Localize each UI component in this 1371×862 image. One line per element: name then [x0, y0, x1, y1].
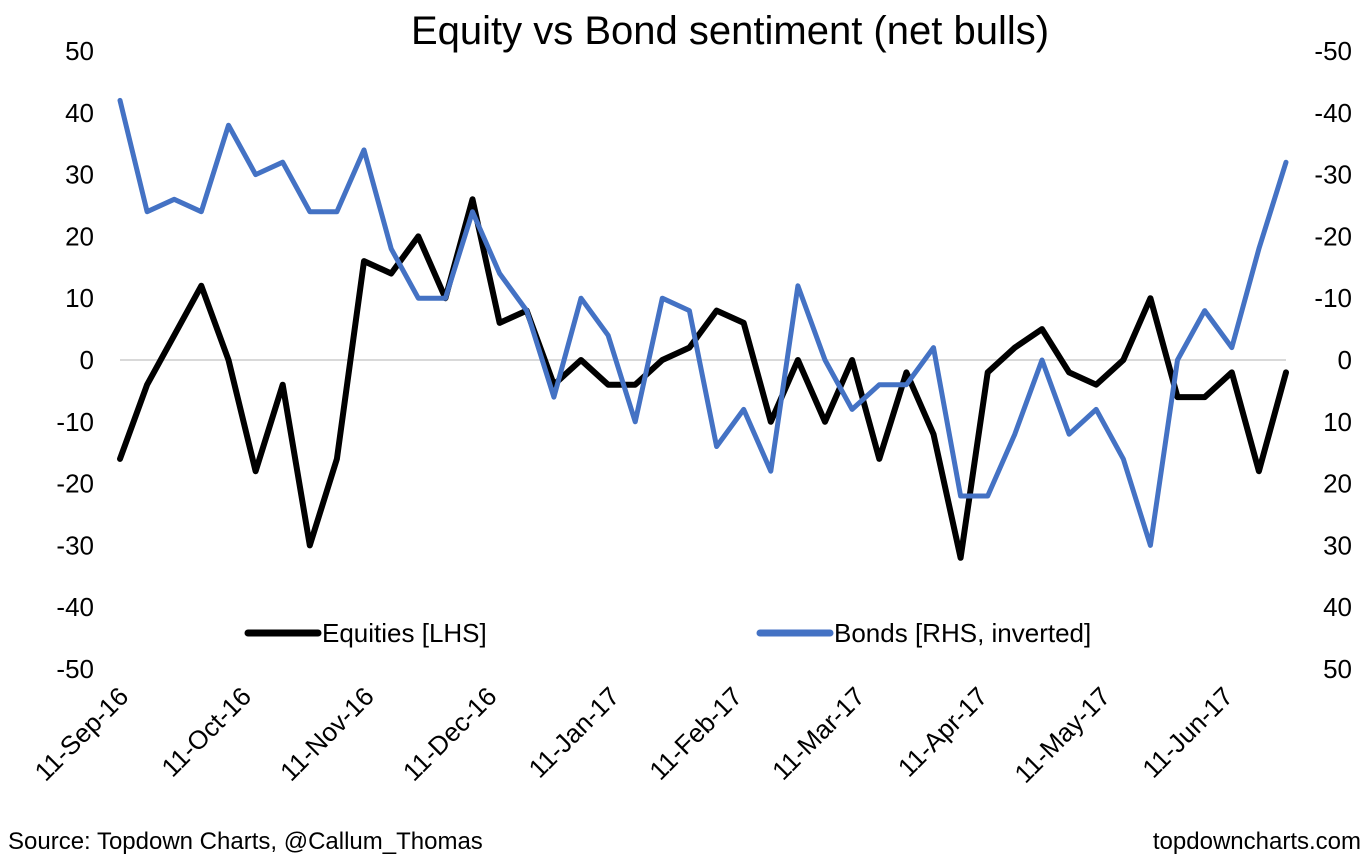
equities-series-line [117, 196, 1289, 561]
y-right-tick-label: 30 [1323, 530, 1352, 560]
y-right-tick-label: 50 [1323, 654, 1352, 684]
y-right-tick-label: -10 [1314, 283, 1352, 313]
y-left-tick-label: 40 [65, 98, 94, 128]
site-credit[interactable]: topdowncharts.com [1152, 828, 1361, 855]
y-left-tick-label: -20 [56, 469, 94, 499]
y-left-tick-label: 30 [65, 160, 94, 190]
x-tick-label: 11-May-17 [1008, 681, 1116, 789]
y-left-tick-label: -30 [56, 530, 94, 560]
y-right-tick-label: 0 [1338, 345, 1352, 375]
y-right-tick-label: -30 [1314, 160, 1352, 190]
x-tick-label: 11-Oct-16 [155, 681, 257, 783]
plot-area [117, 97, 1289, 561]
right-axis: -50 -40 -30 -20 -10 0 10 20 30 40 50 [1314, 36, 1352, 684]
y-right-tick-label: 40 [1323, 592, 1352, 622]
bonds-series-line [117, 97, 1289, 548]
y-right-tick-label: -40 [1314, 98, 1352, 128]
chart-title: Equity vs Bond sentiment (net bulls) [411, 9, 1049, 53]
y-right-tick-label: 20 [1323, 469, 1352, 499]
x-tick-label: 11-Jan-17 [523, 681, 626, 784]
y-left-tick-label: -10 [56, 407, 94, 437]
y-right-tick-label: -20 [1314, 221, 1352, 251]
x-axis: 11-Sep-16 11-Oct-16 11-Nov-16 11-Dec-16 11-J… [29, 681, 1239, 789]
source-note: Source: Topdown Charts, @Callum_Thomas [8, 828, 483, 855]
x-tick-label: 11-Apr-17 [892, 681, 994, 783]
x-tick-label: 11-Feb-17 [643, 681, 748, 786]
x-tick-label: 11-Nov-16 [274, 681, 380, 787]
x-tick-label: 11-Mar-17 [766, 681, 871, 786]
x-tick-label: 11-Sep-16 [29, 681, 135, 787]
legend: Equities [LHS] Bonds [RHS, inverted] [244, 618, 1091, 648]
y-left-tick-label: 10 [65, 283, 94, 313]
y-right-tick-label: -50 [1314, 36, 1352, 66]
left-axis: 50 40 30 20 10 0 -10 -20 -30 -40 -50 [56, 36, 94, 684]
y-left-tick-label: 0 [80, 345, 94, 375]
x-tick-label: 11-Jun-17 [1136, 681, 1239, 784]
x-tick-label: 11-Dec-16 [397, 681, 503, 787]
y-left-tick-label: -40 [56, 592, 94, 622]
y-left-tick-label: -50 [56, 654, 94, 684]
y-right-tick-label: 10 [1323, 407, 1352, 437]
legend-label-bonds: Bonds [RHS, inverted] [834, 618, 1091, 648]
y-left-tick-label: 20 [65, 221, 94, 251]
legend-label-equities: Equities [LHS] [322, 618, 487, 648]
y-left-tick-label: 50 [65, 36, 94, 66]
